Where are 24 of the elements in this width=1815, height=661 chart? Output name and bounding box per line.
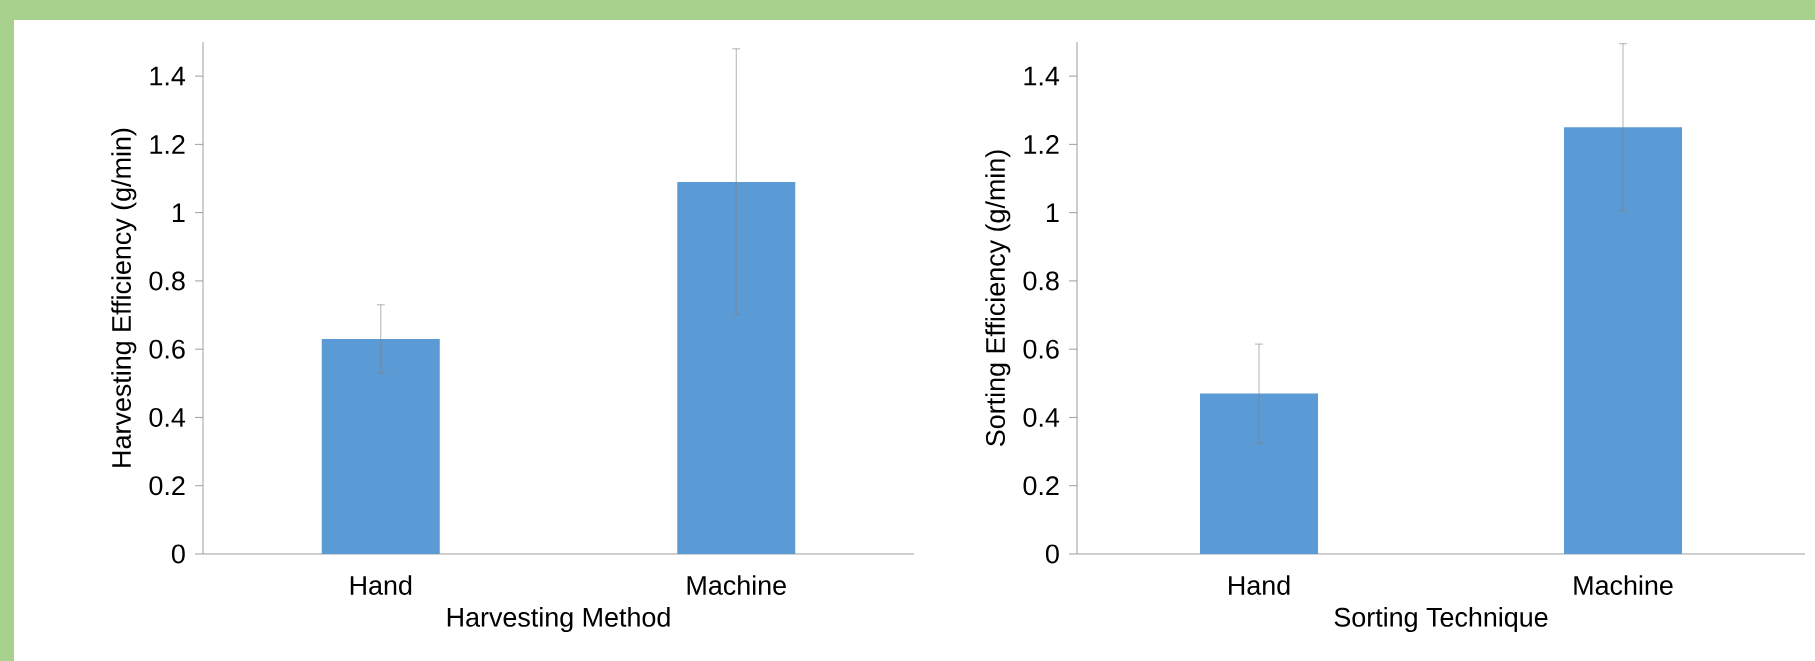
y-tick-label: 1 — [172, 203, 185, 222]
y-axis-title: Harvesting Efficiency (g/min) — [111, 128, 137, 467]
y-tick-label: 1.2 — [150, 134, 185, 154]
x-axis-title: Sorting Technique — [1334, 607, 1548, 633]
x-axis-title: Harvesting Method — [447, 607, 670, 633]
x-tick-label: Machine — [1574, 575, 1673, 595]
x-tick-label: Hand — [350, 575, 412, 595]
y-tick-label: 0.2 — [1023, 476, 1059, 496]
y-tick-label: 1.4 — [150, 66, 186, 86]
y-tick-label: 0.4 — [1023, 407, 1060, 427]
y-tick-label: 0.8 — [149, 271, 185, 291]
x-tick-label: Hand — [1229, 575, 1290, 595]
y-tick-label: 0.6 — [1023, 339, 1059, 359]
y-tick-label: 0.2 — [149, 476, 185, 496]
y-tick-label: 0 — [171, 544, 185, 564]
y-tick-label: 1 — [1046, 203, 1059, 222]
y-axis-title: Sorting Efficiency (g/min) — [985, 150, 1011, 447]
y-tick-label: 0.4 — [149, 407, 186, 427]
y-tick-label: 1.4 — [1024, 66, 1060, 86]
x-tick-label: Machine — [687, 575, 786, 595]
y-tick-label: 0.8 — [1023, 271, 1059, 291]
y-tick-label: 0 — [1045, 544, 1059, 564]
y-tick-label: 1.2 — [1024, 134, 1059, 154]
y-tick-label: 0.6 — [149, 339, 185, 359]
